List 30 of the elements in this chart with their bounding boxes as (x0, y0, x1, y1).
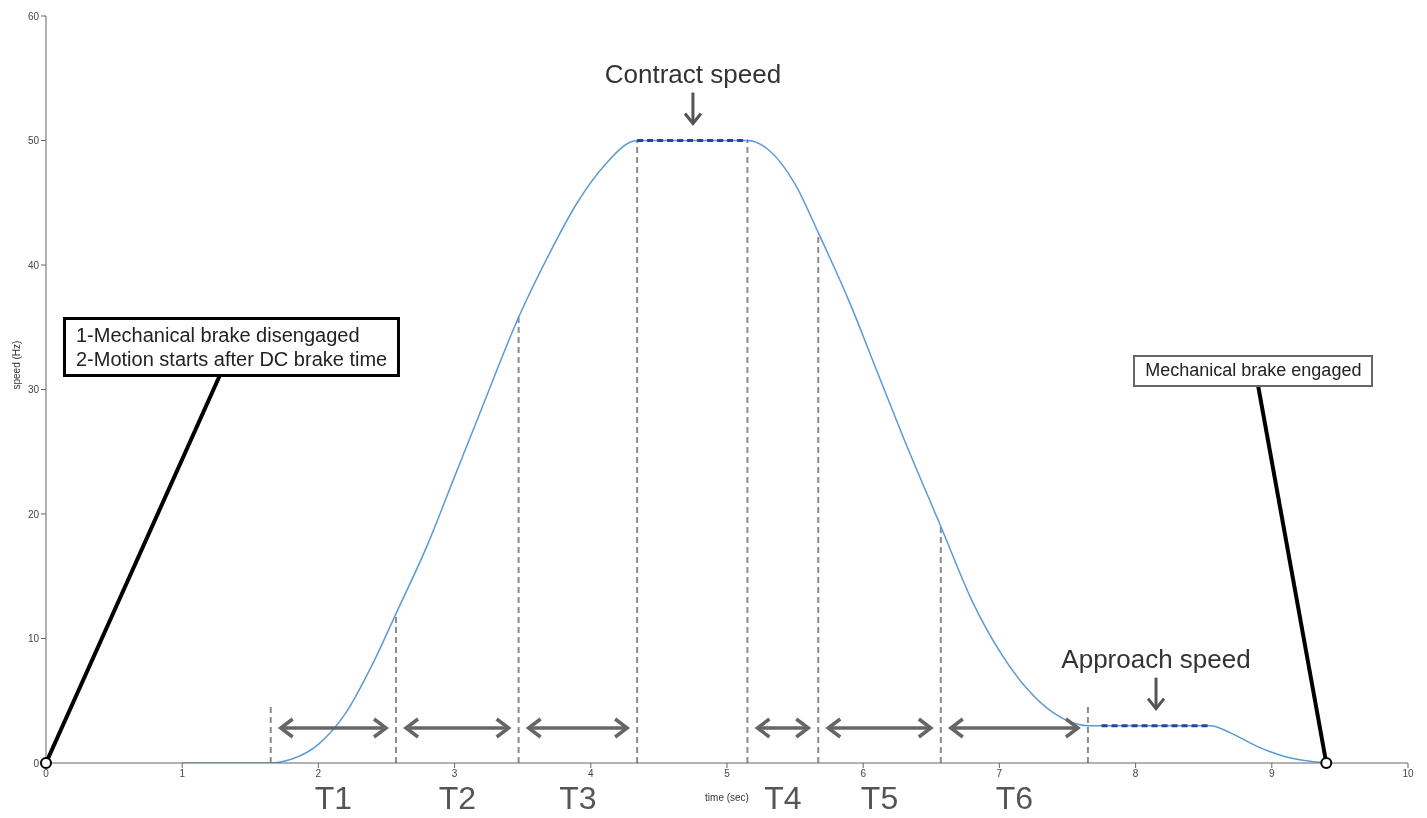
y-tick-label: 60 (27, 10, 40, 22)
x-tick-label: 8 (1132, 768, 1139, 780)
x-tick-label: 10 (1402, 768, 1414, 780)
y-axis-title: speed (Hz) (10, 340, 22, 390)
y-tick-label: 0 (33, 757, 40, 769)
text: T6 (995, 780, 1034, 816)
x-tick-label: 5 (724, 768, 731, 780)
y-tick-label: 40 (27, 259, 40, 271)
x-tick-label: 2 (315, 768, 322, 780)
annotation: Mechanical brake engaged (1133, 355, 1374, 387)
x-tick-label: 9 (1269, 768, 1276, 780)
x-tick-label: 1 (179, 768, 186, 780)
text: T5 (860, 780, 899, 816)
annotation: Approach speed (1061, 643, 1251, 674)
x-tick-label: 0 (43, 768, 50, 780)
x-tick-label: 7 (996, 768, 1003, 780)
annotation: Contract speed (604, 58, 782, 89)
text: T1 (314, 780, 353, 816)
text: T2 (438, 780, 476, 816)
x-tick-label: 3 (451, 768, 458, 780)
y-tick-label: 30 (27, 384, 40, 396)
x-tick-label: 4 (588, 768, 595, 780)
text: T4 (764, 780, 802, 816)
x-axis-title: time (sec) (705, 792, 749, 803)
y-tick-label: 50 (27, 135, 40, 147)
y-tick-label: 10 (27, 633, 40, 645)
text: T3 (559, 780, 597, 816)
x-tick-label: 6 (860, 768, 867, 780)
annotation: 1-Mechanical brake disengaged 2-Motion starts after DC brake time (63, 317, 401, 377)
y-tick-label: 20 (27, 508, 40, 520)
